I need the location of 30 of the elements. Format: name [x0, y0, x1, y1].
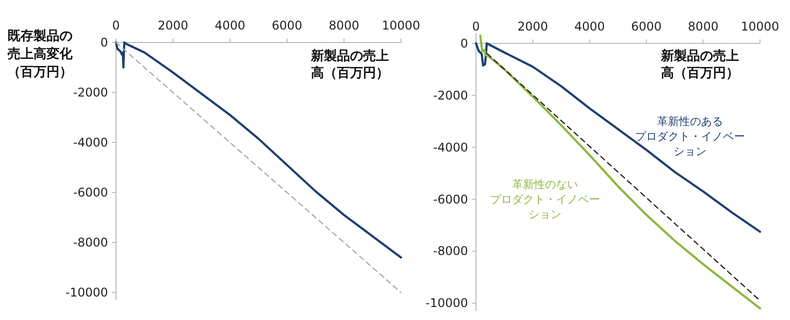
x-tick-label: 10000: [382, 18, 420, 32]
x-tick-label: 8000: [688, 19, 718, 34]
x-tick-label: 8000: [328, 18, 360, 32]
y-tick-label: -8000: [73, 236, 108, 250]
x-axis-title: 新製品の売上高（百万円）: [660, 48, 739, 81]
y-tick-label: -10000: [65, 286, 108, 300]
y-axis-title: 既存製品の売上高変化（百万円）: [8, 29, 74, 80]
y-tick-label: 0: [460, 36, 468, 50]
x-tick-label: 2000: [518, 19, 548, 34]
y-tick-label: -2000: [433, 88, 468, 102]
y-tick-label: -2000: [73, 86, 108, 100]
y-tick-label: -4000: [73, 136, 108, 150]
x-tick-label: 0: [472, 19, 480, 34]
y-tick-label: -6000: [73, 186, 108, 200]
x-tick-label: 4000: [574, 19, 605, 34]
series-label: 革新性のないプロダクト・イノベーション: [490, 178, 600, 221]
x-tick-label: 6000: [631, 19, 662, 34]
x-tick-label: 10000: [740, 19, 780, 34]
x-tick-label: 2000: [158, 18, 188, 32]
line-series: [474, 42, 762, 233]
series-label: 革新性のあるプロダクト・イノベーション: [635, 115, 745, 158]
y-tick-label: -8000: [433, 244, 468, 258]
y-tick-label: -6000: [433, 192, 468, 206]
x-tick-label: 4000: [214, 18, 246, 32]
x-tick-label: 0: [112, 18, 120, 32]
x-tick-label: 6000: [272, 18, 302, 32]
y-tick-label: -10000: [425, 296, 468, 310]
y-tick-label: 0: [100, 36, 108, 50]
x-axis-title: 新製品の売上高（百万円）: [310, 48, 389, 81]
y-tick-label: -4000: [433, 140, 468, 154]
